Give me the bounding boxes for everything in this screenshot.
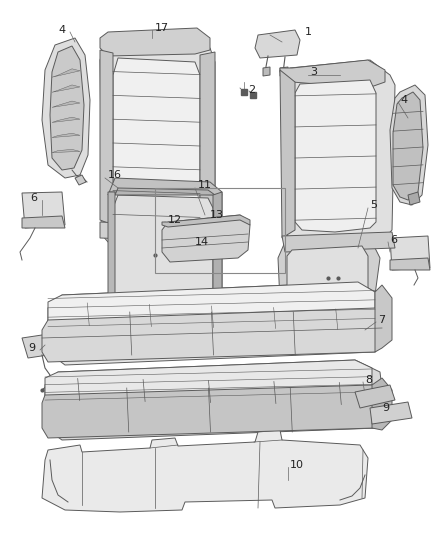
Polygon shape [280, 67, 288, 76]
Polygon shape [100, 222, 215, 242]
Polygon shape [100, 28, 210, 56]
Polygon shape [390, 236, 430, 270]
Polygon shape [282, 232, 395, 252]
Polygon shape [287, 246, 368, 305]
Polygon shape [408, 192, 420, 205]
Text: 7: 7 [378, 315, 385, 325]
Polygon shape [162, 215, 250, 227]
Polygon shape [108, 192, 115, 310]
Polygon shape [45, 360, 385, 440]
Polygon shape [75, 175, 86, 185]
Polygon shape [375, 285, 392, 352]
Text: 16: 16 [108, 170, 122, 180]
Polygon shape [52, 133, 80, 138]
Polygon shape [100, 50, 113, 225]
Text: 1: 1 [305, 27, 312, 37]
Text: 17: 17 [155, 23, 169, 33]
Text: 2: 2 [248, 85, 255, 95]
Text: 12: 12 [168, 215, 182, 225]
Polygon shape [22, 332, 68, 358]
Polygon shape [355, 385, 395, 408]
Text: 6: 6 [30, 193, 37, 203]
Polygon shape [52, 101, 80, 107]
Polygon shape [255, 30, 300, 58]
Polygon shape [108, 178, 222, 195]
Polygon shape [162, 215, 250, 262]
Polygon shape [100, 44, 215, 245]
Polygon shape [280, 70, 295, 238]
Polygon shape [42, 430, 368, 512]
Polygon shape [393, 92, 423, 200]
Polygon shape [42, 38, 90, 178]
Text: 10: 10 [290, 460, 304, 470]
Polygon shape [108, 178, 222, 318]
Polygon shape [52, 69, 80, 77]
Text: 9: 9 [382, 403, 389, 413]
Polygon shape [295, 80, 376, 232]
Text: 14: 14 [195, 237, 209, 247]
Polygon shape [45, 360, 372, 405]
Polygon shape [52, 117, 80, 123]
Polygon shape [390, 258, 430, 270]
Polygon shape [200, 52, 215, 230]
Polygon shape [52, 149, 80, 152]
Polygon shape [42, 385, 382, 438]
Polygon shape [390, 85, 428, 205]
Text: 5: 5 [370, 200, 377, 210]
Polygon shape [113, 195, 213, 308]
Text: 4: 4 [58, 25, 65, 35]
Polygon shape [372, 378, 392, 430]
Polygon shape [112, 302, 215, 318]
Polygon shape [22, 216, 65, 228]
Polygon shape [285, 60, 395, 248]
Polygon shape [22, 192, 65, 228]
Text: 11: 11 [198, 180, 212, 190]
Polygon shape [115, 188, 215, 195]
Polygon shape [263, 67, 270, 76]
Bar [155, 188, 285, 273]
Polygon shape [280, 60, 385, 88]
Text: 8: 8 [365, 375, 372, 385]
Polygon shape [278, 238, 380, 312]
Polygon shape [113, 58, 200, 228]
Text: 13: 13 [210, 210, 224, 220]
Text: 3: 3 [310, 67, 317, 77]
Polygon shape [213, 192, 222, 308]
Text: 9: 9 [28, 343, 35, 353]
Polygon shape [48, 282, 382, 365]
Polygon shape [52, 85, 80, 92]
Polygon shape [50, 46, 84, 170]
Text: 6: 6 [390, 235, 397, 245]
Polygon shape [48, 282, 375, 330]
Text: 4: 4 [400, 95, 407, 105]
Polygon shape [370, 402, 412, 424]
Polygon shape [42, 308, 382, 362]
